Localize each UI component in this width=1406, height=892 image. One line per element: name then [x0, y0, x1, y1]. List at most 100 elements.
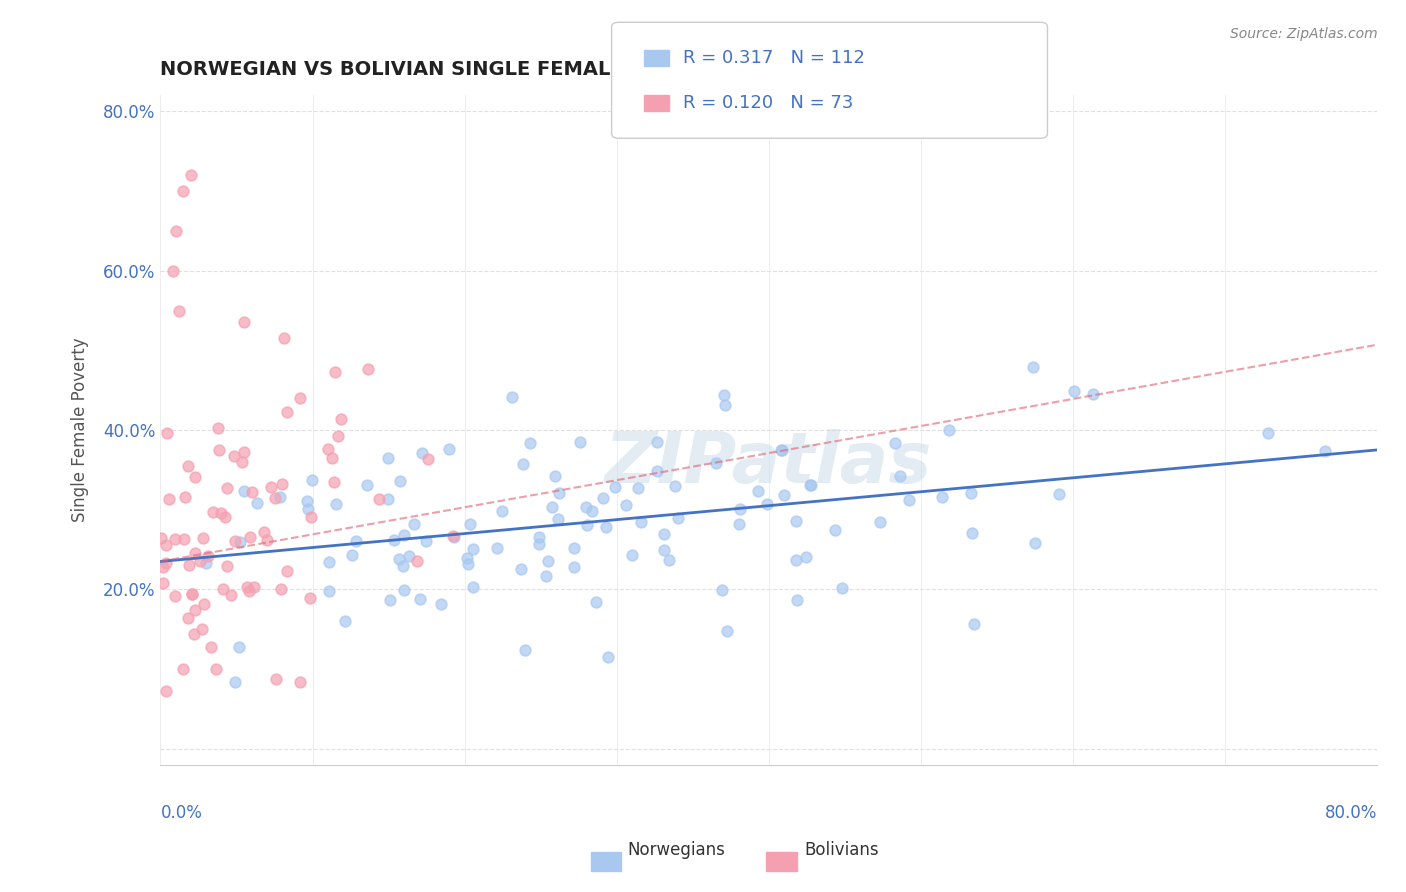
Point — [238, 584, 260, 599]
Point — [382, 533, 405, 548]
Point — [512, 457, 534, 471]
Text: R = 0.120   N = 73: R = 0.120 N = 73 — [683, 94, 853, 112]
Point — [177, 558, 200, 572]
Point — [202, 505, 225, 519]
Point — [513, 643, 536, 657]
Point — [537, 554, 560, 568]
Point — [652, 527, 675, 541]
Point — [215, 559, 238, 574]
Point — [183, 627, 205, 641]
Point — [270, 582, 292, 597]
Point — [620, 548, 643, 562]
Point — [529, 537, 551, 551]
Text: NORWEGIAN VS BOLIVIAN SINGLE FEMALE POVERTY CORRELATION CHART: NORWEGIAN VS BOLIVIAN SINGLE FEMALE POVE… — [160, 60, 972, 78]
Point — [585, 594, 607, 608]
Point — [755, 497, 778, 511]
Point — [207, 421, 229, 435]
Point — [330, 412, 353, 426]
Point — [290, 391, 312, 405]
Point — [501, 390, 523, 404]
Point — [162, 263, 184, 277]
Point — [318, 555, 340, 569]
Point — [457, 558, 479, 572]
Y-axis label: Single Female Poverty: Single Female Poverty — [72, 338, 89, 523]
Point — [772, 488, 794, 502]
Point — [831, 581, 853, 595]
Point — [231, 455, 253, 469]
Point — [318, 584, 340, 599]
Point — [463, 580, 485, 594]
Point — [260, 480, 283, 494]
Point — [392, 527, 415, 541]
Point — [458, 516, 481, 531]
Point — [165, 224, 187, 238]
Point — [389, 474, 412, 488]
Point — [222, 449, 245, 463]
Point — [889, 469, 911, 483]
Point — [193, 531, 215, 545]
Point — [1047, 487, 1070, 501]
Point — [786, 592, 808, 607]
Point — [318, 442, 340, 457]
Point — [163, 589, 186, 603]
Point — [568, 435, 591, 450]
Point — [232, 315, 254, 329]
Point — [344, 534, 367, 549]
Point — [869, 515, 891, 529]
Point — [785, 514, 807, 528]
Point — [562, 559, 585, 574]
Point — [614, 498, 637, 512]
Point — [356, 478, 378, 492]
Point — [325, 497, 347, 511]
Text: Norwegians: Norwegians — [627, 841, 725, 859]
Point — [664, 478, 686, 492]
Point — [181, 587, 204, 601]
Point — [1257, 425, 1279, 440]
Text: Source: ZipAtlas.com: Source: ZipAtlas.com — [1230, 27, 1378, 41]
Point — [321, 450, 343, 465]
Point — [519, 435, 541, 450]
Point — [1021, 360, 1043, 375]
Point — [276, 405, 298, 419]
Point — [205, 661, 228, 675]
Point — [794, 550, 817, 565]
Point — [378, 592, 401, 607]
Point — [824, 523, 846, 537]
Point — [224, 674, 246, 689]
Point — [1063, 384, 1085, 399]
Point — [228, 640, 250, 654]
Point — [595, 520, 617, 534]
Point — [377, 450, 399, 465]
Point — [405, 554, 427, 568]
Point — [326, 429, 349, 443]
Point — [214, 509, 236, 524]
Point — [224, 533, 246, 548]
Point — [184, 546, 207, 560]
Point — [208, 443, 231, 458]
Point — [728, 502, 751, 516]
Point — [167, 303, 190, 318]
Point — [562, 541, 585, 555]
Point — [931, 490, 953, 504]
Point — [575, 500, 598, 514]
Point — [630, 515, 652, 529]
Point — [377, 492, 399, 507]
Point — [183, 470, 205, 484]
Point — [491, 504, 513, 518]
Point — [209, 506, 232, 520]
Point — [509, 562, 531, 576]
Point — [800, 478, 823, 492]
Point — [544, 469, 567, 483]
Point — [211, 582, 233, 597]
Text: ZIPatlas: ZIPatlas — [605, 429, 932, 498]
Point — [256, 533, 278, 547]
Point — [264, 672, 287, 686]
Point — [576, 518, 599, 533]
Point — [714, 398, 737, 412]
Point — [155, 557, 177, 571]
Point — [598, 650, 620, 665]
Point — [548, 486, 571, 500]
Point — [441, 529, 464, 543]
Point — [200, 640, 222, 655]
Point — [527, 530, 550, 544]
